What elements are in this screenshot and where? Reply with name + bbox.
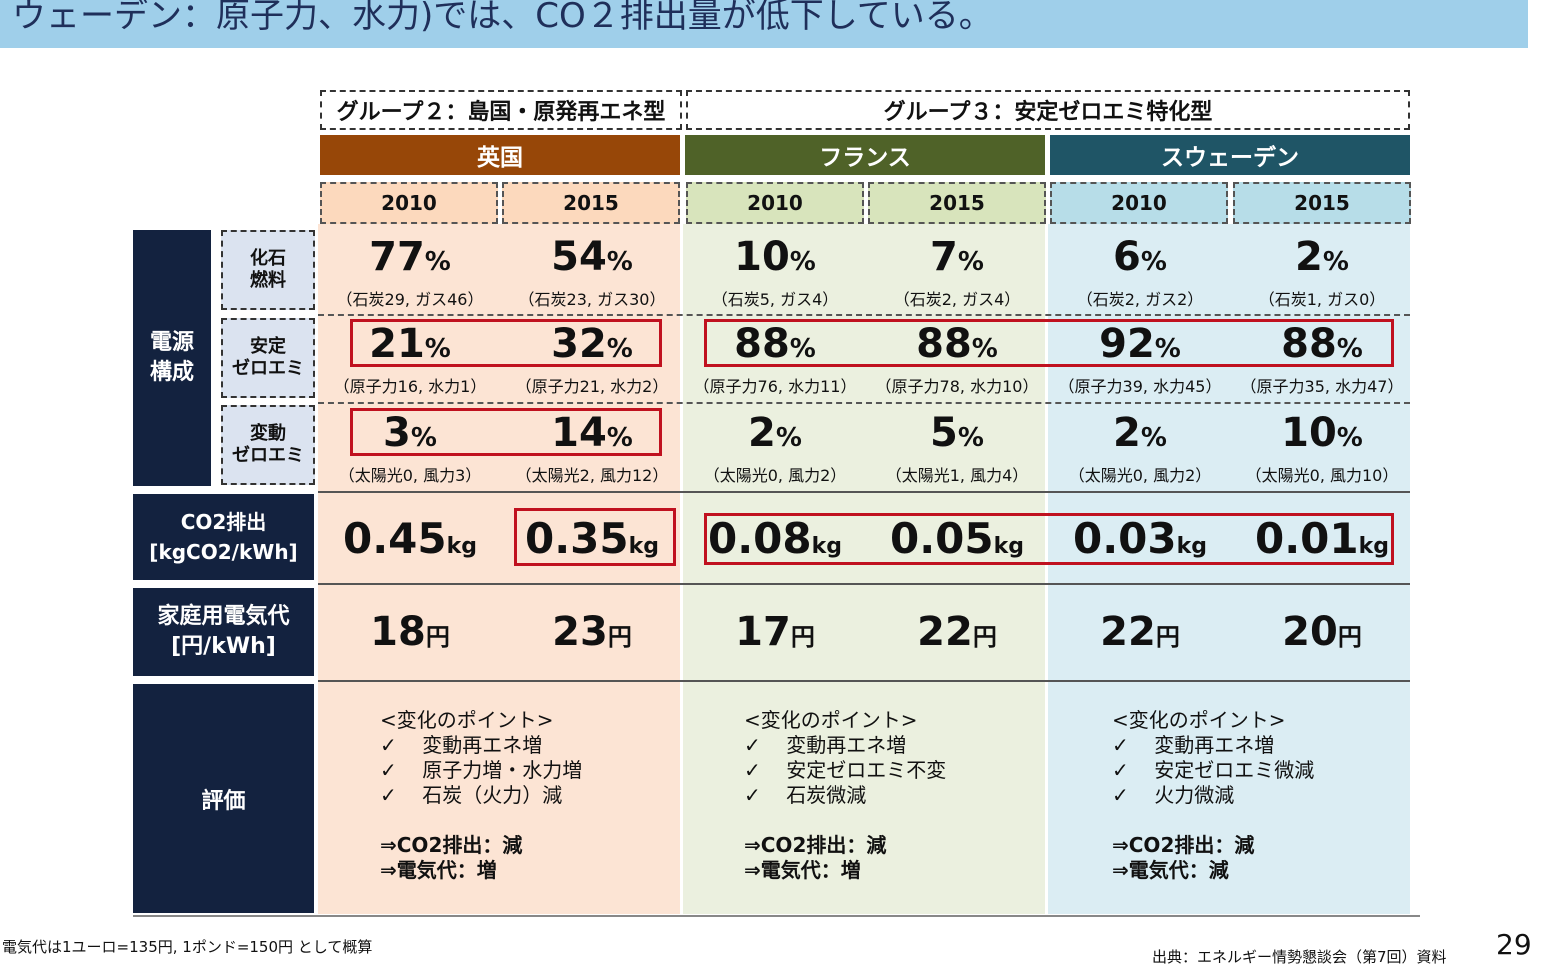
- co2-cell: 0.45kg: [342, 513, 478, 563]
- separator: [318, 314, 1410, 316]
- label-variable-zero: 変動 ゼロエミ: [221, 405, 315, 485]
- title-bar: [0, 0, 1528, 48]
- stable-cell: 88% （原子力76, 水力11）: [693, 320, 857, 396]
- price-cell: 22円: [917, 609, 997, 655]
- separator: [133, 915, 1420, 917]
- fossil-cell: 6% （石炭2, ガス2）: [1076, 233, 1204, 309]
- co2-cell: 0.03kg: [1072, 513, 1208, 563]
- evaluation-uk: <変化のポイント> ✓ 変動再エネ増 ✓ 原子力増・水力増 ✓ 石炭（火力）減 …: [380, 708, 583, 882]
- price-cell: 17円: [735, 609, 815, 655]
- price-cell: 18円: [370, 609, 450, 655]
- year-fr-2015: 2015: [868, 182, 1046, 224]
- country-uk: 英国: [320, 135, 680, 175]
- stable-cell: 88% （原子力35, 水力47）: [1240, 320, 1404, 396]
- fossil-cell: 10% （石炭5, ガス4）: [711, 233, 839, 309]
- fossil-cell: 2% （石炭1, ガス0）: [1258, 233, 1386, 309]
- co2-cell: 0.35kg: [524, 513, 660, 563]
- co2-cell: 0.08kg: [707, 513, 843, 563]
- year-se-2015: 2015: [1233, 182, 1411, 224]
- highlight-box: [704, 319, 1394, 367]
- stable-cell: 32% （原子力21, 水力2）: [515, 320, 669, 396]
- price-cell: 22円: [1100, 609, 1180, 655]
- variable-cell: 14% （太陽光2, 風力12）: [515, 409, 669, 485]
- footnote-left: 電気代は1ユーロ=135円, 1ポンド=150円 として概算: [2, 938, 373, 956]
- co2-cell: 0.05kg: [889, 513, 1025, 563]
- highlight-box: [704, 513, 1394, 565]
- country-france: フランス: [685, 135, 1045, 175]
- highlight-box: [514, 508, 676, 566]
- price-cell: 23円: [552, 609, 632, 655]
- stable-cell: 21% （原子力16, 水力1）: [333, 320, 487, 396]
- source-note: 出典：エネルギー情勢懇談会（第7回）資料: [1152, 948, 1447, 966]
- group3-header: グループ３：安定ゼロエミ特化型: [686, 90, 1410, 130]
- uk-column-bg: [318, 224, 680, 914]
- separator: [318, 491, 1410, 493]
- highlight-box: [350, 319, 662, 367]
- variable-cell: 3% （太陽光0, 風力3）: [338, 409, 482, 485]
- year-uk-2015: 2015: [502, 182, 680, 224]
- separator: [318, 583, 1410, 585]
- stable-cell: 92% （原子力39, 水力45）: [1058, 320, 1222, 396]
- separator: [318, 402, 1410, 404]
- france-column-bg: [683, 224, 1045, 914]
- page-number: 29: [1496, 928, 1532, 961]
- variable-cell: 10% （太陽光0, 風力10）: [1245, 409, 1399, 485]
- stable-cell: 88% （原子力78, 水力10）: [875, 320, 1039, 396]
- variable-cell: 2% （太陽光0, 風力2）: [1068, 409, 1212, 485]
- label-power-mix: 電源 構成: [133, 230, 211, 486]
- evaluation-france: <変化のポイント> ✓ 変動再エネ増 ✓ 安定ゼロエミ不変 ✓ 石炭微減 ⇒CO…: [744, 708, 947, 882]
- evaluation-sweden: <変化のポイント> ✓ 変動再エネ増 ✓ 安定ゼロエミ微減 ✓ 火力微減 ⇒CO…: [1112, 708, 1315, 882]
- highlight-box: [350, 408, 662, 456]
- label-co2: CO2排出 [kgCO2/kWh]: [133, 494, 314, 580]
- variable-cell: 2% （太陽光0, 風力2）: [703, 409, 847, 485]
- variable-cell: 5% （太陽光1, 風力4）: [885, 409, 1029, 485]
- price-cell: 20円: [1282, 609, 1362, 655]
- label-evaluation: 評価: [133, 684, 314, 913]
- year-fr-2010: 2010: [686, 182, 864, 224]
- page-title: ウェーデン：原子力、水力)では、CO２排出量が低下している。: [12, 0, 993, 36]
- group2-header: グループ２：島国・原発再エネ型: [320, 90, 682, 130]
- label-fossil: 化石 燃料: [221, 230, 315, 310]
- fossil-cell: 7% （石炭2, ガス4）: [893, 233, 1021, 309]
- country-sweden: スウェーデン: [1050, 135, 1410, 175]
- label-stable-zero: 安定 ゼロエミ: [221, 318, 315, 398]
- fossil-cell: 77% （石炭29, ガス46）: [336, 233, 484, 309]
- fossil-cell: 54% （石炭23, ガス30）: [518, 233, 666, 309]
- label-price: 家庭用電気代 [円/kWh]: [133, 588, 314, 676]
- year-uk-2010: 2010: [320, 182, 498, 224]
- separator: [318, 680, 1410, 682]
- year-se-2010: 2010: [1050, 182, 1228, 224]
- sweden-column-bg: [1048, 224, 1410, 914]
- co2-cell: 0.01kg: [1254, 513, 1390, 563]
